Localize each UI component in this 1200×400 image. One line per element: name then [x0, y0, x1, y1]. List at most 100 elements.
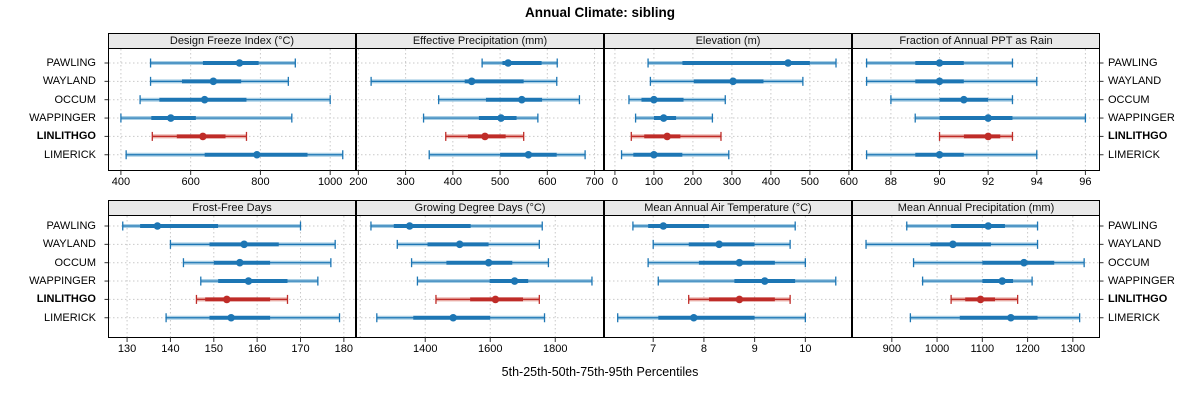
median-dot	[715, 240, 723, 249]
site-label-left-linlithgo: LINLITHGO	[36, 130, 96, 143]
median-dot	[484, 258, 493, 267]
tick-label: 300	[396, 176, 415, 188]
site-label-right-pawling: PAWLING	[1108, 220, 1158, 232]
tick-label: 400	[111, 176, 131, 188]
median-dot	[935, 59, 944, 67]
tick-label: 150	[204, 343, 223, 355]
median-dot	[227, 313, 235, 322]
series-wappinger-growing-degree-days-c	[416, 276, 593, 286]
series-limerick-mean-annual-precipitation-mm	[909, 313, 1081, 323]
median-dot	[663, 132, 671, 141]
series-pawling-design-freeze-index-c	[149, 58, 296, 68]
panel-strip-mean-annual-precipitation-mm: Mean Annual Precipitation (mm)	[852, 200, 1100, 215]
median-dot	[984, 222, 993, 230]
site-labels-right-row2: PAWLING WAYLAND OCCUM WAPPINGER LINLITHGO LIM…	[1102, 215, 1198, 338]
site-label-left-limerick: LIMERICK	[44, 148, 96, 161]
site-label-left-wayland: WAYLAND	[42, 75, 96, 88]
series-occum-elevation-m	[628, 95, 726, 105]
site-labels-right-row1: PAWLING WAYLAND OCCUM WAPPINGER LINLITHGO LIM…	[1102, 48, 1198, 171]
tick-label: 900	[882, 343, 901, 355]
x-axis-frost-free-days: 130 140 150 160 170 180	[108, 340, 356, 358]
site-label-right-linlithgo: LINLITHGO	[1108, 293, 1168, 306]
tick-label: 90	[933, 176, 946, 188]
x-axis-mean-annual-precipitation-mm: 900 1000 1100 1200 1300	[852, 340, 1100, 358]
median-dot	[976, 295, 985, 304]
site-label-right-wappinger: WAPPINGER	[1108, 112, 1175, 125]
site-label-left-pawling: PAWLING	[46, 220, 96, 232]
series-limerick-elevation-m	[620, 150, 730, 160]
tick-label: 400	[761, 176, 781, 188]
panel-strip-mean-annual-air-temperature-c: Mean Annual Air Temperature (°C)	[604, 200, 852, 215]
median-dot	[253, 150, 261, 159]
percentiles-caption: 5th-25th-50th-75th-95th Percentiles	[501, 365, 699, 379]
series-pawling-frost-free-days	[122, 221, 302, 231]
panel-plot-elevation-m	[604, 48, 852, 175]
panel-strip-growing-degree-days-c: Growing Degree Days (°C)	[356, 200, 604, 215]
site-label-left-pawling: PAWLING	[46, 57, 96, 69]
series-wappinger-frost-free-days	[200, 276, 319, 286]
tick-label: 800	[251, 176, 270, 188]
site-label-left-limerick: LIMERICK	[44, 311, 96, 324]
median-dot	[166, 114, 175, 122]
site-labels-left-row2: PAWLING WAYLAND OCCUM WAPPINGER LINLITHGO LIM…	[0, 215, 102, 338]
median-dot	[455, 240, 464, 249]
x-axis-mean-annual-air-temperature-c: 7 8 9 10	[604, 340, 852, 358]
site-label-right-wayland: WAYLAND	[1108, 75, 1162, 88]
panel-strip-elevation-m: Elevation (m)	[604, 33, 852, 48]
panel-plot-mean-annual-precipitation-mm	[852, 215, 1104, 342]
median-dot	[659, 222, 668, 230]
series-occum-frost-free-days	[182, 258, 332, 268]
x-axis-elevation-m: 0 100 200 300 400 500 600	[604, 173, 858, 191]
tick-label: 300	[722, 176, 742, 188]
series-occum-growing-degree-days-c	[410, 258, 550, 268]
median-dot	[984, 114, 992, 122]
median-dot	[659, 114, 668, 122]
tick-label: 500	[800, 176, 820, 188]
median-dot	[998, 277, 1007, 285]
series-pawling-mean-annual-precipitation-mm	[906, 221, 1039, 231]
tick-label: 0	[611, 176, 618, 188]
series-wayland-design-freeze-index-c	[149, 76, 289, 86]
median-dot	[491, 295, 500, 304]
median-dot	[497, 114, 505, 122]
tick-label: 130	[117, 343, 137, 355]
site-label-right-linlithgo: LINLITHGO	[1108, 130, 1168, 143]
site-label-left-linlithgo: LINLITHGO	[36, 293, 96, 306]
tick-label: 1100	[970, 343, 995, 355]
site-label-right-pawling: PAWLING	[1108, 57, 1158, 69]
tick-label: 94	[1030, 176, 1043, 188]
median-dot	[199, 132, 207, 141]
tick-label: 1000	[317, 176, 343, 188]
site-label-right-limerick: LIMERICK	[1108, 311, 1160, 324]
median-dot	[244, 277, 253, 285]
median-dot	[449, 313, 457, 322]
tick-label: 1000	[924, 343, 950, 355]
median-dot	[1020, 258, 1028, 267]
tick-label: 200	[349, 176, 368, 188]
tick-label: 88	[884, 176, 898, 188]
tick-label: 400	[443, 176, 462, 188]
tick-label: 1300	[1060, 343, 1086, 355]
series-wappinger-design-freeze-index-c	[120, 113, 293, 123]
site-label-left-occum: OCCUM	[54, 93, 96, 106]
median-dot	[405, 222, 414, 230]
median-dot	[935, 150, 944, 159]
median-dot	[935, 77, 944, 86]
series-wayland-growing-degree-days-c	[396, 239, 540, 249]
median-dot	[481, 132, 489, 141]
series-linlithgo-effective-precipitation-mm	[445, 131, 525, 141]
series-wayland-elevation-m	[649, 76, 804, 86]
median-dot	[235, 59, 244, 67]
tick-label: 170	[291, 343, 310, 355]
x-axis-design-freeze-index-c: 400 600 800 1000	[108, 173, 356, 191]
series-limerick-fraction-of-annual-ppt-as-rain	[865, 150, 1038, 160]
series-linlithgo-elevation-m	[630, 131, 722, 141]
median-dot	[504, 59, 512, 67]
tick-label: 1800	[542, 343, 568, 355]
median-dot	[209, 77, 218, 86]
site-label-left-wayland: WAYLAND	[42, 238, 96, 251]
median-dot	[240, 240, 248, 249]
panel-plot-fraction-of-annual-ppt-as-rain	[852, 48, 1104, 175]
median-dot	[467, 77, 476, 86]
